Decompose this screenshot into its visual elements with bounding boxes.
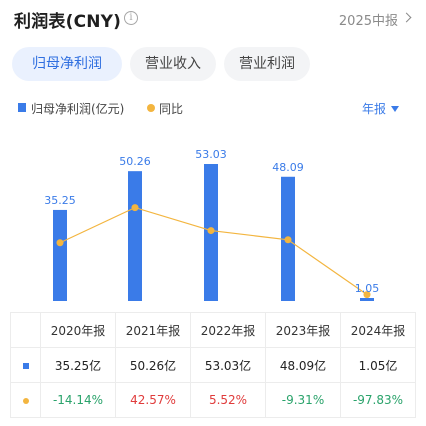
table-cell: -14.14% — [40, 382, 116, 418]
table-cell: 50.26亿 — [115, 347, 191, 383]
legend-line-label: 同比 — [159, 102, 184, 116]
metric-tabs: 归母净利润 营业收入 营业利润 — [0, 47, 426, 81]
bar-value-label: 35.25 — [44, 194, 76, 207]
page-title: 利润表(CNY) — [14, 12, 122, 32]
bar-value-label: 48.09 — [272, 161, 304, 174]
table-cell: 48.09亿 — [265, 347, 341, 383]
chart-legend: 归母净利润(亿元) 同比 年报 — [0, 98, 426, 118]
yoy-point[interactable] — [363, 291, 371, 299]
table-cell: 1.05亿 — [340, 347, 416, 383]
info-circle-icon[interactable]: i — [124, 11, 138, 25]
period-selector[interactable]: 2025中报 — [338, 14, 398, 29]
caret-down-icon[interactable] — [391, 106, 399, 112]
yoy-point[interactable] — [56, 239, 64, 247]
bar-value-label: 1.05 — [355, 282, 380, 295]
legend-line-swatch — [147, 104, 155, 112]
tab-operating-profit[interactable]: 营业利润 — [224, 47, 310, 81]
table-cell: -9.31% — [265, 382, 341, 418]
table-header: 2023年报 — [265, 312, 341, 348]
table-cell: 35.25亿 — [40, 347, 116, 383]
header: 利润表(CNY) i 2025中报 — [0, 0, 426, 36]
table-header: 2020年报 — [40, 312, 116, 348]
tab-revenue[interactable]: 营业收入 — [130, 47, 216, 81]
data-table: 2020年报 2021年报 2022年报 2023年报 2024年报 35.25… — [10, 312, 416, 418]
tab-net-profit[interactable]: 归母净利润 — [12, 47, 122, 81]
bar-key-icon — [22, 363, 29, 369]
yoy-point[interactable] — [131, 204, 139, 212]
legend-bar-swatch — [18, 103, 26, 112]
yoy-point[interactable] — [207, 227, 215, 235]
table-header: 2024年报 — [340, 312, 416, 348]
line-key-icon — [22, 398, 29, 404]
bar-value-label: 53.03 — [195, 148, 227, 161]
table-header: 2022年报 — [190, 312, 266, 348]
table-corner — [10, 312, 41, 348]
table-cell: 42.57% — [115, 382, 191, 418]
row-key — [10, 347, 41, 383]
bar[interactable] — [53, 209, 67, 301]
legend-bar-label: 归母净利润(亿元) — [31, 102, 125, 116]
table-cell: 5.52% — [190, 382, 266, 418]
yoy-point[interactable] — [284, 236, 292, 244]
table-header-row: 2020年报 2021年报 2022年报 2023年报 2024年报 — [10, 312, 416, 348]
table-cell: -97.83% — [340, 382, 416, 418]
bar-value-label: 50.26 — [119, 155, 151, 168]
table-header: 2021年报 — [115, 312, 191, 348]
combo-chart: 35.25 50.26 53.03 48.09 1.05 — [44, 148, 380, 301]
bar[interactable] — [128, 171, 142, 301]
frequency-dropdown[interactable]: 年报 — [361, 102, 386, 116]
table-row: -14.14% 42.57% 5.52% -9.31% -97.83% — [10, 382, 416, 418]
table-cell: 53.03亿 — [190, 347, 266, 383]
table-row: 35.25亿 50.26亿 53.03亿 48.09亿 1.05亿 — [10, 347, 416, 383]
bar[interactable] — [360, 298, 374, 301]
row-key — [10, 382, 41, 418]
chevron-right-icon[interactable] — [401, 12, 412, 23]
